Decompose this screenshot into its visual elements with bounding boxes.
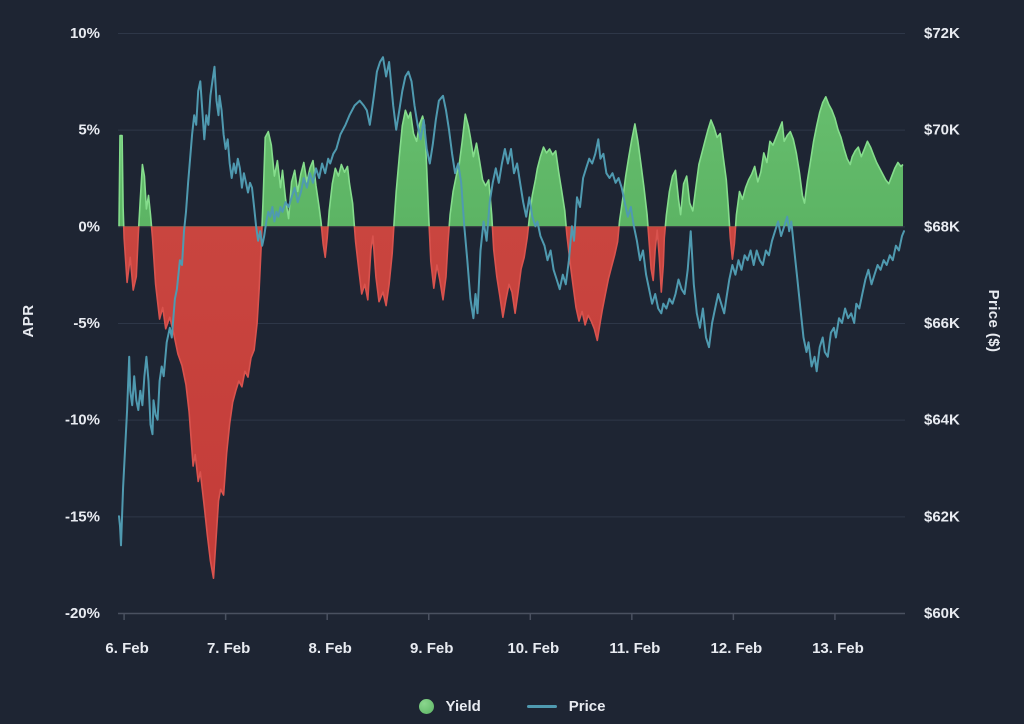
right-axis-tick-label: $64K	[924, 412, 960, 429]
left-axis-tick-label: 10%	[70, 25, 100, 42]
right-axis-title: Price ($)	[985, 290, 1002, 353]
right-axis-tick-label: $68K	[924, 218, 960, 235]
left-axis-tick-label: -10%	[65, 412, 100, 429]
yield-series	[118, 96, 904, 579]
right-axis-tick-label: $60K	[924, 605, 960, 622]
x-axis-tick-label: 12. Feb	[711, 640, 763, 657]
left-axis-tick-label: -15%	[65, 508, 100, 525]
x-axis-tick-label: 13. Feb	[812, 640, 864, 657]
x-axis-tick-label: 8. Feb	[309, 640, 352, 657]
price-line	[118, 56, 905, 547]
x-axis-tick-label: 11. Feb	[609, 640, 660, 657]
yield-area-positive	[119, 96, 903, 227]
price-series	[118, 56, 905, 547]
left-axis-tick-label: -20%	[65, 605, 100, 622]
yield-legend-marker-icon	[418, 698, 434, 714]
x-axis-tick-label: 6. Feb	[105, 640, 148, 657]
yield-legend-label: Yield	[445, 697, 481, 715]
right-axis-tick-label: $72K	[924, 25, 960, 42]
right-axis-tick-label: $62K	[924, 508, 960, 525]
right-axis-tick-label: $70K	[924, 122, 960, 139]
yield-area-negative	[123, 226, 736, 579]
left-axis-tick-label: -5%	[73, 315, 100, 332]
legend-item-price[interactable]: Price	[526, 697, 606, 715]
legend-item-yield[interactable]: Yield	[418, 697, 481, 715]
price-legend-marker-icon	[526, 704, 557, 708]
left-axis-tick-label: 0%	[78, 218, 100, 235]
x-axis-tick-label: 7. Feb	[207, 640, 250, 657]
x-axis-tick-label: 10. Feb	[507, 640, 559, 657]
left-axis-tick-label: 5%	[78, 122, 100, 139]
axis-tick-labels: 10% 5% 0% -5% -10% -15% -20% $72K $70K $68K $66K $6…	[65, 25, 960, 657]
legend: Yield Price	[0, 694, 1024, 718]
x-axis	[118, 612, 905, 620]
left-axis-title: APR	[20, 305, 37, 338]
yield-line-negative	[122, 226, 737, 579]
yield-line-positive	[118, 96, 904, 227]
price-legend-label: Price	[568, 697, 606, 715]
x-axis-tick-label: 9. Feb	[410, 640, 453, 657]
right-axis-tick-label: $66K	[924, 315, 960, 332]
